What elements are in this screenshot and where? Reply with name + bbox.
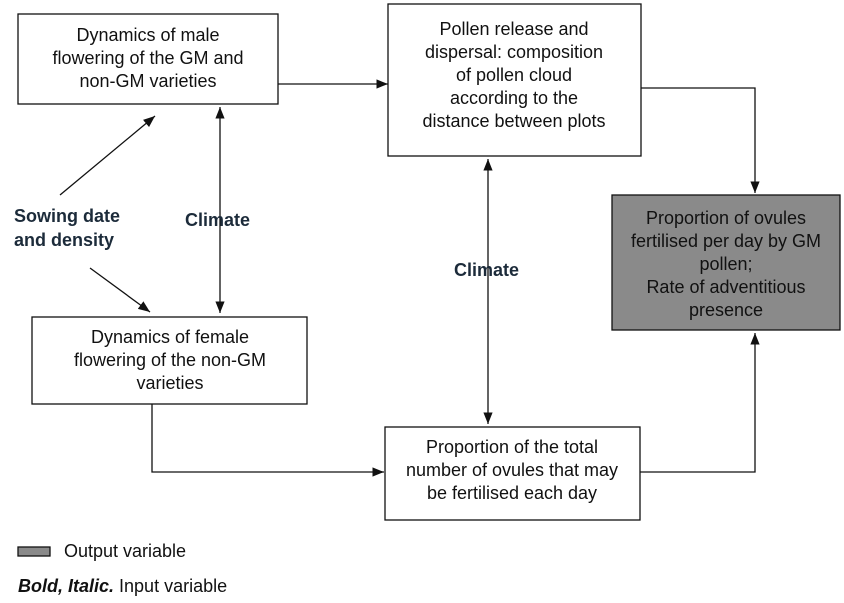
arrow [640,333,760,473]
box-line: Proportion of the total [426,437,598,457]
box-line: dispersal: composition [425,42,603,62]
box-line: distance between plots [422,111,605,131]
arrow [59,115,156,196]
legend-text: Output variable [64,541,186,561]
box-texts: Dynamics of male flowering of the GM and… [52,19,821,503]
arrows [59,79,760,477]
legend-style: Bold, Italic. [18,576,114,596]
box-line: number of ovules that may [406,460,618,480]
box-line: pollen; [699,254,752,274]
arrow [89,267,151,313]
box-line: flowering of the non-GM [74,350,266,370]
box-line: non-GM varieties [79,71,216,91]
box-line: presence [689,300,763,320]
input-label: Sowing date [14,206,120,226]
box [384,426,641,521]
legend-swatch [17,546,51,557]
box-line: according to the [450,88,578,108]
box-line: varieties [136,373,203,393]
legend-input: Input variable [119,576,227,596]
input-label: and density [14,230,114,250]
box-line: Proportion of ovules [646,208,806,228]
box-line: Pollen release and [439,19,588,39]
box [17,13,279,105]
arrow [641,87,760,193]
arrow [151,404,384,477]
output-box [611,194,841,331]
box-line: Dynamics of male [76,25,219,45]
input-label: Climate [454,260,519,280]
box-line: flowering of the GM and [52,48,243,68]
box-line: of pollen cloud [456,65,572,85]
box-line: Rate of adventitious [646,277,805,297]
legend-text: Bold, Italic. Input variable [18,576,227,596]
box [31,316,308,405]
input-label: Climate [185,210,250,230]
box-line: Dynamics of female [91,327,249,347]
box-line: fertilised per day by GM [631,231,821,251]
box [387,3,642,157]
box-line: be fertilised each day [427,483,597,503]
